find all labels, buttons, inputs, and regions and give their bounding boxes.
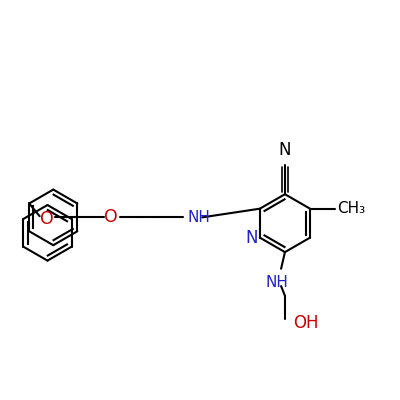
Text: N: N bbox=[246, 229, 258, 247]
Text: OH: OH bbox=[294, 314, 319, 332]
Text: NH: NH bbox=[266, 274, 289, 290]
Text: N: N bbox=[279, 141, 291, 159]
Text: CH₃: CH₃ bbox=[337, 201, 365, 216]
Text: O: O bbox=[104, 208, 118, 226]
Text: O: O bbox=[40, 210, 54, 228]
Text: NH: NH bbox=[188, 210, 210, 225]
